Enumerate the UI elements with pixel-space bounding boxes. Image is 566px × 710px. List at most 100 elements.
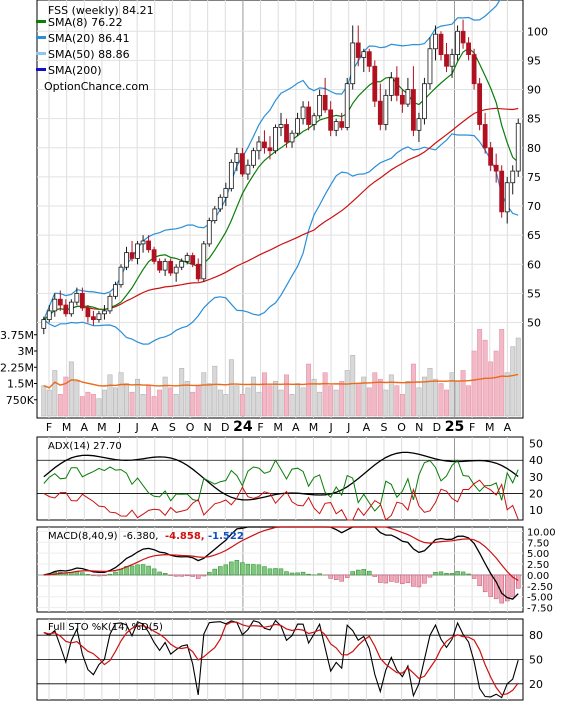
volume-bar bbox=[378, 379, 382, 416]
candle-body bbox=[53, 299, 57, 311]
macd-histogram-bar bbox=[384, 575, 388, 583]
volume-bar bbox=[472, 351, 476, 416]
candle-body bbox=[80, 293, 84, 308]
volume-tick-label: 1.5M bbox=[7, 378, 34, 391]
volume-tick-label: 2.25M bbox=[0, 361, 34, 374]
macd-histogram-bar bbox=[439, 572, 443, 575]
candle-body bbox=[86, 308, 90, 317]
x-month-label: 25 bbox=[445, 419, 464, 435]
volume-bar bbox=[384, 390, 388, 416]
candle-body bbox=[279, 124, 283, 127]
candle-body bbox=[136, 244, 140, 259]
macd-histogram-bar bbox=[251, 565, 255, 575]
volume-bar bbox=[466, 386, 470, 416]
volume-bar bbox=[196, 386, 200, 416]
volume-bar bbox=[373, 373, 377, 416]
macd-histogram-bar bbox=[262, 567, 266, 575]
volume-bar bbox=[439, 384, 443, 417]
macd-histogram-bar bbox=[141, 565, 145, 575]
candle-body bbox=[323, 95, 327, 110]
volume-bar bbox=[499, 329, 503, 416]
candle-body bbox=[428, 49, 432, 84]
macd-histogram-bar bbox=[273, 568, 277, 574]
volume-bar bbox=[323, 373, 327, 416]
macd-histogram-bar bbox=[422, 575, 426, 583]
macd-histogram-bar bbox=[290, 573, 294, 575]
x-month-label: O bbox=[186, 421, 195, 434]
candle-body bbox=[169, 261, 173, 273]
candle-body bbox=[152, 250, 156, 262]
macd-tick-label: 2.50 bbox=[527, 560, 549, 571]
macd-histogram-bar bbox=[224, 565, 228, 575]
macd-histogram-bar bbox=[185, 575, 189, 576]
volume-bar bbox=[455, 381, 459, 416]
candle-body bbox=[450, 55, 454, 67]
watermark: OptionChance.com bbox=[44, 80, 149, 93]
macd-histogram-bar bbox=[417, 575, 421, 587]
candle-body bbox=[246, 165, 250, 174]
volume-average-line bbox=[44, 375, 518, 388]
x-month-label: A bbox=[504, 421, 512, 434]
candle-body bbox=[268, 148, 272, 151]
volume-bar bbox=[395, 386, 399, 416]
price-tick-label: 90 bbox=[527, 84, 541, 97]
volume-bar bbox=[218, 390, 222, 416]
volume-bar bbox=[345, 371, 349, 417]
candle-body bbox=[456, 31, 460, 54]
macd-histogram-bar bbox=[229, 562, 233, 575]
macd-histogram-bar bbox=[218, 567, 222, 575]
volume-bar bbox=[213, 366, 217, 416]
candle-body bbox=[185, 256, 189, 262]
volume-bar bbox=[417, 388, 421, 416]
macd-tick-label: -2.50 bbox=[527, 582, 553, 593]
volume-bar bbox=[69, 362, 73, 416]
candle-body bbox=[113, 285, 117, 297]
macd-histogram-bar bbox=[456, 571, 460, 575]
macd-histogram-bar bbox=[196, 575, 200, 579]
legend-sma200: SMA(200) bbox=[48, 64, 102, 77]
volume-bar bbox=[284, 375, 288, 416]
macd-histogram-bar bbox=[445, 573, 449, 575]
price-tick-label: 55 bbox=[527, 287, 541, 300]
volume-bar bbox=[257, 392, 261, 416]
macd-histogram-bar bbox=[152, 569, 156, 575]
macd-histogram-bar bbox=[378, 575, 382, 583]
volume-bar bbox=[356, 384, 360, 417]
macd-histogram-bar bbox=[318, 574, 322, 575]
macd-histogram-bar bbox=[163, 573, 167, 575]
adx-line bbox=[44, 452, 518, 500]
volume-bar bbox=[191, 392, 195, 416]
volume-bar bbox=[168, 388, 172, 416]
candle-body bbox=[141, 241, 145, 244]
candle-body bbox=[196, 264, 200, 279]
volume-bar bbox=[47, 390, 51, 416]
adx-tick-label: 30 bbox=[529, 471, 543, 484]
volume-bar bbox=[229, 360, 233, 416]
adx-label: ADX(14) 27.70 bbox=[48, 441, 122, 452]
candle-body bbox=[345, 84, 349, 128]
candle-body bbox=[290, 133, 294, 142]
candle-body bbox=[163, 261, 167, 270]
candle-body bbox=[42, 320, 46, 329]
stoch-tick-label: 80 bbox=[529, 629, 543, 642]
volume-tick-label: 3M bbox=[18, 345, 35, 358]
volume-bar bbox=[461, 371, 465, 417]
volume-bar bbox=[163, 377, 167, 416]
x-month-label: A bbox=[151, 421, 159, 434]
volume-bar bbox=[185, 381, 189, 416]
candle-body bbox=[158, 261, 162, 270]
legend: FSS (weekly) 84.21 SMA(8) 76.22 SMA(20) … bbox=[36, 4, 154, 93]
volume-bar bbox=[444, 390, 448, 416]
volume-bar bbox=[295, 384, 299, 417]
volume-bar bbox=[119, 373, 123, 416]
x-month-label: 24 bbox=[233, 419, 253, 435]
legend-sma20: SMA(20) 86.41 bbox=[48, 32, 130, 45]
macd-histogram-bar bbox=[174, 575, 178, 576]
x-month-label: D bbox=[433, 421, 441, 434]
x-month-label: A bbox=[80, 421, 88, 434]
volume-bar bbox=[279, 390, 283, 416]
candle-body bbox=[301, 107, 305, 119]
macd-tick-label: 10.00 bbox=[527, 527, 556, 538]
candle-body bbox=[389, 78, 393, 95]
legend-swatch-sma50 bbox=[36, 52, 46, 55]
